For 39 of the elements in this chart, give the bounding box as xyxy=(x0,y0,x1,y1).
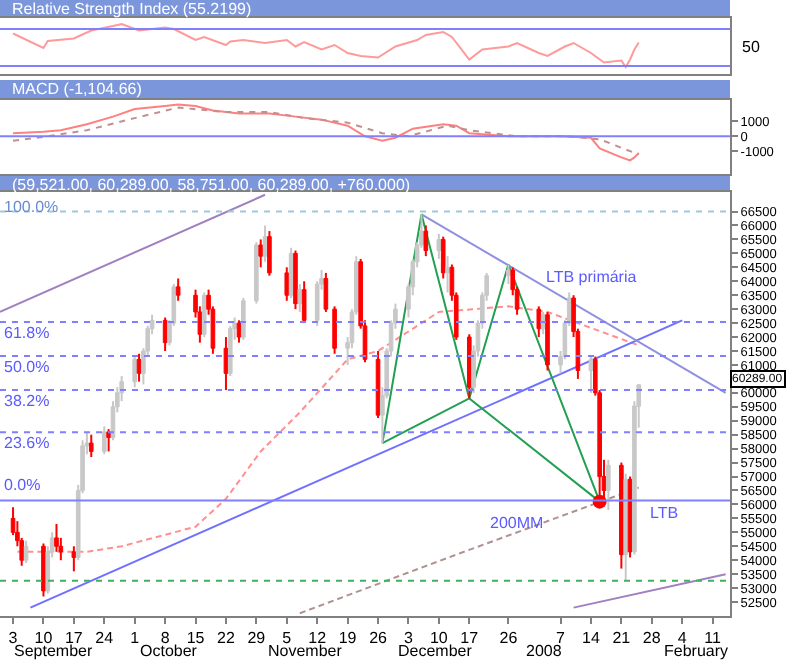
x2-tick-label: October xyxy=(140,642,198,660)
annotation: 200MM xyxy=(490,514,545,532)
x-tick-label: 21 xyxy=(612,629,632,648)
annotation: 38.2% xyxy=(4,392,50,410)
chart-title: Relative Strength Index (55.2199) xyxy=(12,0,252,18)
annotation: 100.0% xyxy=(4,198,59,216)
x2-tick-label: September xyxy=(14,642,93,660)
x2-tick-label: December xyxy=(398,642,473,660)
x-tick-label: 7 xyxy=(556,629,567,648)
x-tick-label: 3 xyxy=(404,629,415,648)
x-tick-label: 11 xyxy=(704,629,723,648)
x-tick-label: 5 xyxy=(282,629,293,648)
x-tick-label: 14 xyxy=(582,629,601,648)
annotation: 50.0% xyxy=(4,358,50,376)
x2-tick-label: 2008 xyxy=(526,642,563,660)
x-tick-label: 10 xyxy=(34,629,54,648)
annotation: 0.0% xyxy=(4,476,41,494)
x-tick-label: 15 xyxy=(186,629,206,648)
x-tick-label: 29 xyxy=(247,629,267,648)
x-tick-label: 1 xyxy=(130,629,141,648)
annotation: LTB xyxy=(650,504,679,522)
x-tick-label: 28 xyxy=(642,629,662,648)
chart-title: MACD (-1,104.66) xyxy=(12,80,143,98)
x-tick-label: 24 xyxy=(95,629,115,648)
annotation: 23.6% xyxy=(4,434,50,452)
x-tick-label: 26 xyxy=(499,629,519,648)
x-tick-label: 10 xyxy=(429,629,449,648)
annotation: 61.8% xyxy=(4,324,50,342)
x-tick-label: 22 xyxy=(217,629,236,648)
chart-title: (59,521.00, 60,289.00, 58,751.00, 60,289.00, +760.000) xyxy=(12,176,411,194)
x-tick-label: 3 xyxy=(8,629,19,648)
x-tick-label: 19 xyxy=(338,629,358,648)
x2-tick-label: November xyxy=(268,642,343,660)
x-tick-label: 8 xyxy=(160,629,171,648)
x-tick-label: 26 xyxy=(369,629,389,648)
annotation: LTB primária xyxy=(546,268,638,286)
x-tick-label: 17 xyxy=(460,629,480,648)
text: 50 xyxy=(742,38,761,56)
x2-tick-label: February xyxy=(664,642,729,660)
